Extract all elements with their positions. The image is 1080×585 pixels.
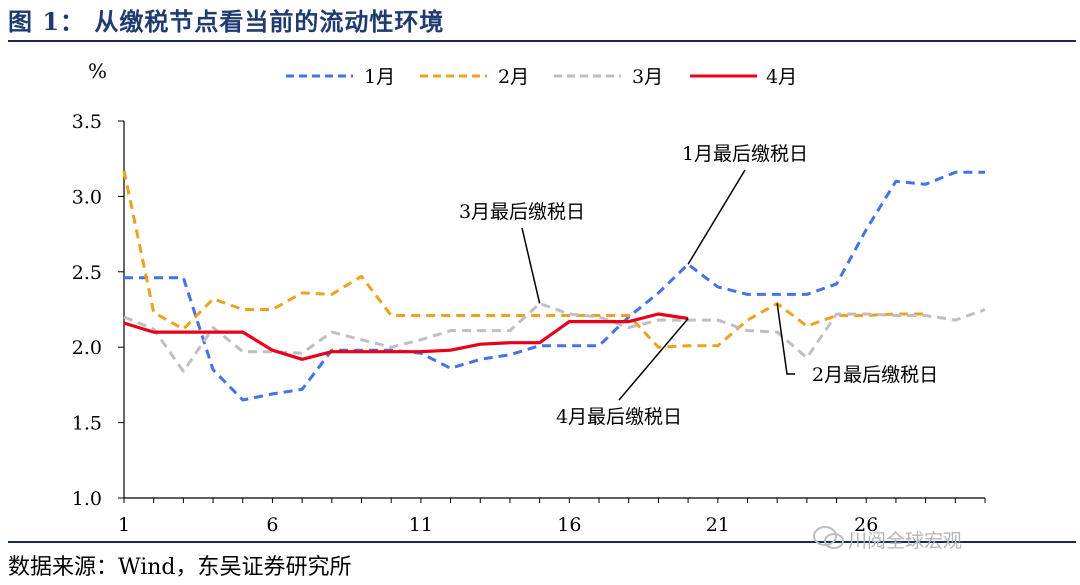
x-tick-label: 21	[706, 514, 730, 536]
y-tick-label: 3.5	[72, 111, 102, 133]
legend-item-mar: 3月	[554, 66, 663, 88]
bottom-rule	[8, 541, 1076, 543]
annotation-feb-tax-day: 2月最后缴税日	[776, 303, 938, 386]
x-tick-label: 6	[266, 514, 278, 536]
figure-title: 图 1： 从缴税节点看当前的流动性环境	[8, 7, 445, 36]
annotation-leader-line	[521, 227, 541, 304]
legend-item-jan: 1月	[286, 66, 395, 88]
annotation-mar-tax-day: 3月最后缴税日	[459, 201, 585, 304]
annotation-apr-tax-day: 4月最后缴税日	[556, 318, 689, 428]
axes: 1.01.52.02.53.03.51 6 11 16 21 26	[72, 111, 986, 536]
x-tick-label: 16	[557, 514, 581, 536]
y-axis-unit-label: %	[88, 59, 107, 83]
annotation-leader-line	[618, 318, 689, 401]
annotation-leader-line	[776, 303, 795, 375]
wechat-icon	[813, 526, 844, 549]
y-tick-label: 2.5	[72, 262, 102, 284]
series-line-apr	[123, 312, 689, 361]
series-line-mar	[123, 302, 986, 373]
annotation-layer: 1月最后缴税日 3月最后缴税日 2月最后缴税日 4月最后缴税日	[459, 143, 938, 428]
annotation-label: 2月最后缴税日	[812, 364, 938, 386]
y-tick-label: 1.5	[72, 413, 102, 435]
legend-label-jan: 1月	[364, 66, 395, 88]
legend-label-mar: 3月	[632, 66, 663, 88]
annotation-label: 4月最后缴税日	[556, 406, 682, 428]
series-line-feb	[122, 170, 926, 349]
annotation-leader-line	[687, 169, 746, 265]
annotation-label: 1月最后缴税日	[682, 143, 808, 165]
legend: 1月 2月 3月 4月	[286, 66, 797, 88]
legend-item-apr: 4月	[690, 66, 797, 88]
x-tick-label: 11	[409, 514, 433, 536]
source-note: 数据来源：Wind，东吴证券研究所	[8, 555, 352, 580]
annotation-jan-tax-day: 1月最后缴税日	[682, 143, 808, 265]
series-line-jan	[124, 170, 985, 402]
watermark-text: 川阅全球宏观	[848, 530, 963, 552]
x-tick-label: 26	[854, 514, 878, 536]
legend-item-feb: 2月	[420, 66, 529, 88]
legend-label-apr: 4月	[766, 66, 797, 88]
y-tick-label: 2.0	[72, 337, 102, 359]
annotation-label: 3月最后缴税日	[459, 201, 585, 223]
y-tick-label: 3.0	[72, 186, 102, 208]
title-rule	[8, 40, 1076, 42]
y-tick-label: 1.0	[72, 488, 102, 510]
series-layer	[122, 170, 986, 402]
legend-label-feb: 2月	[498, 66, 529, 88]
x-tick-label: 1	[118, 514, 130, 536]
